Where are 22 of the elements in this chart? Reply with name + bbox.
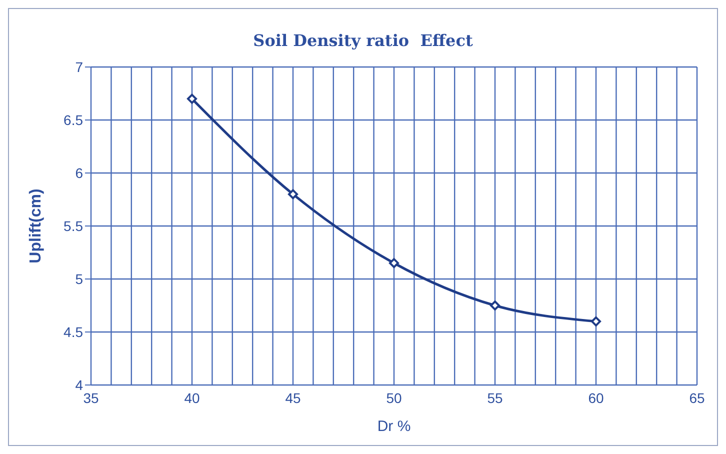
x-tick-label: 45 xyxy=(285,390,301,406)
x-tick-label: 55 xyxy=(487,390,503,406)
point xyxy=(490,300,500,310)
x-tick-label: 65 xyxy=(689,390,705,406)
x-tick-label: 60 xyxy=(588,390,604,406)
y-axis-title: Uplift(cm) xyxy=(28,188,45,264)
y-tick-label: 6 xyxy=(75,164,84,181)
point xyxy=(389,258,399,268)
x-tick-label: 50 xyxy=(386,390,402,406)
y-tick-label: 5 xyxy=(75,270,84,287)
point xyxy=(288,189,298,200)
x-tick-label: 35 xyxy=(83,390,99,406)
y-tick-label: 4 xyxy=(75,376,84,393)
x-axis-title: Dr % xyxy=(377,418,411,435)
y-tick-label: 7 xyxy=(75,58,84,75)
point xyxy=(591,316,601,326)
point xyxy=(187,94,197,104)
chart-title: Soil Density ratio Effect xyxy=(252,30,474,52)
y-tick-label: 6.5 xyxy=(64,112,84,128)
x-tick-label: 40 xyxy=(184,390,200,406)
y-tick-label: 4.5 xyxy=(64,324,84,340)
y-tick-label: 5.5 xyxy=(64,218,84,234)
